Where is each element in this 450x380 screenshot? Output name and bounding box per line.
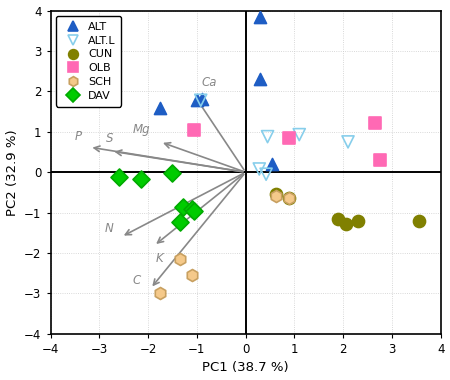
Text: C: C (132, 274, 141, 287)
Point (371, 120, 378, 126)
Text: Ca: Ca (202, 76, 217, 89)
Point (169, 170, 176, 176)
Point (272, 193, 279, 200)
Point (189, 272, 196, 278)
Point (180, 204, 187, 210)
Text: P: P (75, 130, 82, 143)
Point (354, 218, 361, 224)
X-axis label: PC1 (38.7 %): PC1 (38.7 %) (202, 361, 289, 374)
Point (256, 166, 263, 172)
Point (285, 195, 292, 201)
Point (189, 206, 196, 212)
Point (191, 127, 198, 133)
Point (269, 161, 276, 167)
Point (376, 157, 383, 163)
Point (415, 218, 423, 224)
Point (198, 96, 205, 102)
Point (191, 208, 198, 214)
Point (197, 97, 204, 103)
Point (272, 192, 279, 198)
Point (285, 195, 292, 201)
Text: Mg: Mg (133, 123, 150, 136)
Point (285, 135, 292, 141)
Point (256, 14, 264, 20)
Text: N: N (104, 222, 113, 235)
Text: S: S (105, 132, 113, 145)
Point (342, 221, 349, 227)
Point (264, 134, 271, 140)
Point (296, 131, 303, 138)
Point (157, 290, 164, 296)
Y-axis label: PC2 (32.9 %): PC2 (32.9 %) (5, 129, 18, 215)
Point (344, 139, 351, 145)
Legend: ALT, ALT.L, CUN, OLB, SCH, DAV: ALT, ALT.L, CUN, OLB, SCH, DAV (56, 16, 122, 107)
Point (193, 97, 200, 103)
Point (262, 171, 270, 177)
Point (115, 174, 122, 180)
Point (256, 76, 264, 82)
Point (335, 215, 342, 222)
Point (176, 218, 183, 225)
Point (157, 105, 164, 111)
Text: K: K (155, 252, 163, 265)
Point (176, 256, 183, 262)
Point (137, 176, 144, 182)
